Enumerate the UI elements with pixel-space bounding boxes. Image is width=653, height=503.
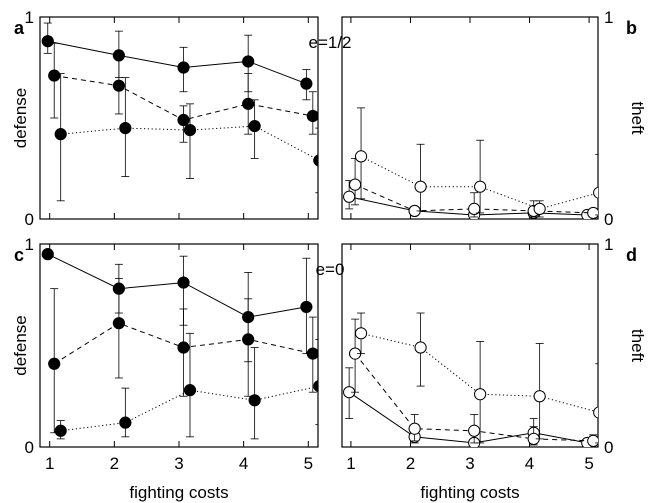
panel-c-series-dashed-point: [48, 357, 61, 370]
panel-c-xlabel: fighting costs: [129, 483, 228, 502]
panel-c-ytick-label: 0: [25, 438, 34, 457]
panel-a-series-dashed-point: [242, 97, 255, 110]
panel-a-annotation: e=1/2: [308, 33, 351, 52]
panel-d-plot-area: [343, 312, 598, 447]
panel-a-series-dotted-point: [119, 122, 132, 135]
panel-d-series-dashed-point: [468, 424, 481, 437]
panel-d-series-dotted-point: [593, 406, 598, 419]
panel-b-series-dotted-point: [414, 180, 427, 193]
panel-d-series-dotted-point: [414, 341, 427, 354]
panel-b-letter: b: [626, 18, 637, 38]
panel-c-series-dotted-point: [54, 424, 67, 437]
panel-c-series-dotted-point: [313, 380, 318, 393]
panel-b-series-dotted-point: [593, 186, 598, 199]
panel-c-series-solid-point: [177, 276, 190, 289]
panel-b-series-solid-point: [343, 190, 356, 203]
panel-b-series-dashed-point: [348, 178, 362, 191]
panel-c-series-dotted-point: [183, 384, 197, 397]
panel-c-series-dashed-point: [177, 341, 190, 354]
panel-b-series-dotted-point: [474, 180, 487, 193]
panel-c-plot-area: [41, 248, 318, 440]
panel-c-series-dashed-point: [242, 333, 255, 346]
panel-a-letter: a: [14, 18, 25, 38]
panel-c-ytick-label: 1: [25, 235, 34, 254]
panel-a-ylabel: defense: [11, 88, 30, 149]
panel-a-plot-area: [41, 22, 318, 202]
panel-a-series-solid-point: [300, 77, 313, 90]
panel-c-series-solid-point: [41, 248, 54, 261]
panel-b-ytick-label: 0: [604, 210, 613, 229]
panel-c-letter: c: [14, 245, 24, 265]
panel-c-series-dotted-point: [248, 394, 261, 407]
panel-b-series-dotted-point: [354, 150, 368, 163]
panel-d-xtick-label: 4: [525, 454, 534, 473]
panel-a-series-dotted-point: [183, 124, 197, 137]
panel-a-ytick-label: 0: [25, 210, 34, 229]
panel-d-letter: d: [626, 245, 637, 265]
panel-d-xtick-label: 2: [406, 454, 415, 473]
panel-a-ytick-label: 1: [25, 8, 34, 27]
panel-b-frame: [341, 16, 599, 220]
panel-b-series-dotted-point: [533, 202, 546, 215]
panel-c-series-solid-point: [300, 300, 313, 314]
panel-c-xtick-label: 4: [239, 454, 248, 473]
panel-d-xtick-label: 5: [584, 454, 593, 473]
panel-d-ytick-label: 0: [604, 438, 613, 457]
panel-c-ylabel: defense: [11, 315, 30, 376]
panel-a-series-dashed-point: [177, 113, 190, 127]
panel-c-xtick-label: 5: [304, 454, 313, 473]
panel-d-series-dashed-point: [587, 434, 598, 447]
panel-c-series-dotted-point: [119, 416, 132, 429]
panel-a-series-dashed-point: [306, 109, 318, 123]
panel-c-xtick-label: 1: [45, 454, 54, 473]
panel-d-series-dotted-point: [474, 388, 487, 401]
panel-a-series-dashed-point: [48, 69, 61, 82]
panel-d-series-solid-line: [348, 391, 588, 444]
panel-b-plot-area: [343, 107, 598, 219]
panel-c-series-solid-line: [47, 253, 307, 318]
panel-a-series-dotted-point: [248, 119, 261, 133]
panel-d-series-dotted-point: [533, 390, 546, 403]
panel-a-series-solid-point: [242, 55, 255, 68]
panel-d-xlabel: fighting costs: [420, 483, 519, 502]
panel-d-ylabel: theft: [628, 329, 647, 362]
panel-d-xtick-label: 1: [346, 454, 355, 473]
panel-a-series-dotted-point: [313, 154, 318, 167]
panel-a-series-dotted-point: [54, 128, 67, 141]
panel-d-series-dotted-point: [354, 327, 368, 340]
panel-d-xtick-label: 3: [465, 454, 474, 473]
panel-c-xtick-label: 2: [110, 454, 119, 473]
panel-c-series-dashed-point: [306, 347, 318, 360]
panel-c-annotation: e=0: [316, 260, 345, 279]
panel-b-ytick-label: 1: [604, 8, 613, 27]
panel-b-series-dashed-point: [587, 206, 598, 219]
panel-a-series-solid-line: [47, 40, 307, 85]
panel-a-series-solid-point: [177, 61, 190, 74]
panel-a-series-solid-point: [41, 35, 54, 48]
panel-d-ytick-label: 1: [604, 235, 613, 254]
panel-d-frame: [341, 243, 599, 448]
panel-c-series-dashed-point: [112, 317, 125, 330]
panel-b-ylabel: theft: [628, 101, 647, 134]
panel-a-series-dashed-point: [112, 79, 125, 92]
panel-c-xtick-label: 3: [174, 454, 183, 473]
panel-d-series-dashed-point: [408, 422, 421, 435]
